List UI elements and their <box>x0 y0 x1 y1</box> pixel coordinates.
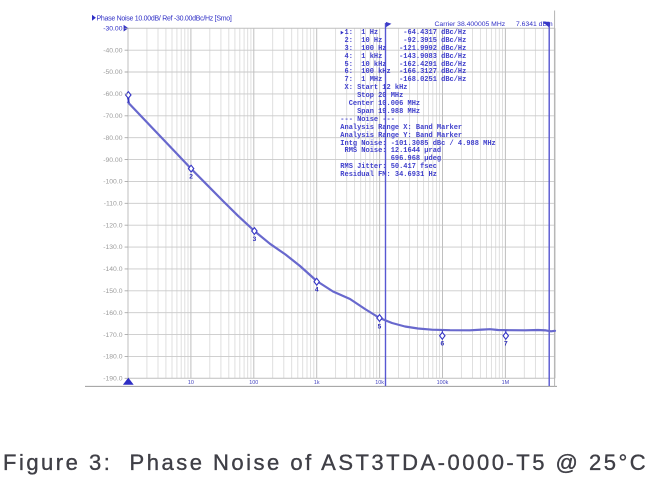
svg-text:7: 7 <box>504 341 508 348</box>
svg-text:-140.0: -140.0 <box>103 266 122 273</box>
svg-text:-180.0: -180.0 <box>103 354 122 361</box>
svg-text:100k: 100k <box>437 380 449 386</box>
svg-text:-70.00: -70.00 <box>103 113 122 120</box>
svg-text:4: 4 <box>315 287 319 294</box>
svg-text:10k: 10k <box>375 380 384 386</box>
svg-text:-130.0: -130.0 <box>103 244 122 251</box>
svg-text:5: 5 <box>378 324 382 331</box>
svg-text:-30.00: -30.00 <box>103 26 122 33</box>
svg-text:2: 2 <box>189 174 193 181</box>
svg-text:-40.00: -40.00 <box>103 47 122 54</box>
svg-text:-150.0: -150.0 <box>103 288 122 295</box>
svg-text:-170.0: -170.0 <box>103 332 122 339</box>
svg-text:10: 10 <box>188 380 194 386</box>
svg-text:Phase Noise 10.00dB/ Ref -30.0: Phase Noise 10.00dB/ Ref -30.00dBc/Hz [S… <box>97 15 232 22</box>
svg-text:-50.00: -50.00 <box>103 69 122 76</box>
svg-text:-80.00: -80.00 <box>103 135 122 142</box>
svg-text:-110.0: -110.0 <box>104 201 123 208</box>
svg-text:Carrier 38.400005 MHz: Carrier 38.400005 MHz <box>435 21 506 28</box>
svg-text:7.6341 dBm: 7.6341 dBm <box>516 21 553 28</box>
svg-text:-100.0: -100.0 <box>103 179 122 186</box>
svg-text:-90.00: -90.00 <box>103 157 122 164</box>
svg-text:-190.0: -190.0 <box>103 376 122 383</box>
svg-text:1M: 1M <box>502 380 510 386</box>
svg-text:-160.0: -160.0 <box>103 310 122 317</box>
svg-text:100: 100 <box>249 380 258 386</box>
svg-text:3: 3 <box>253 236 257 243</box>
svg-text:-60.00: -60.00 <box>103 91 122 98</box>
svg-text:1k: 1k <box>314 380 320 386</box>
svg-text:-120.0: -120.0 <box>103 222 122 229</box>
svg-text:6: 6 <box>440 341 444 348</box>
svg-text:1: 1 <box>126 98 130 105</box>
